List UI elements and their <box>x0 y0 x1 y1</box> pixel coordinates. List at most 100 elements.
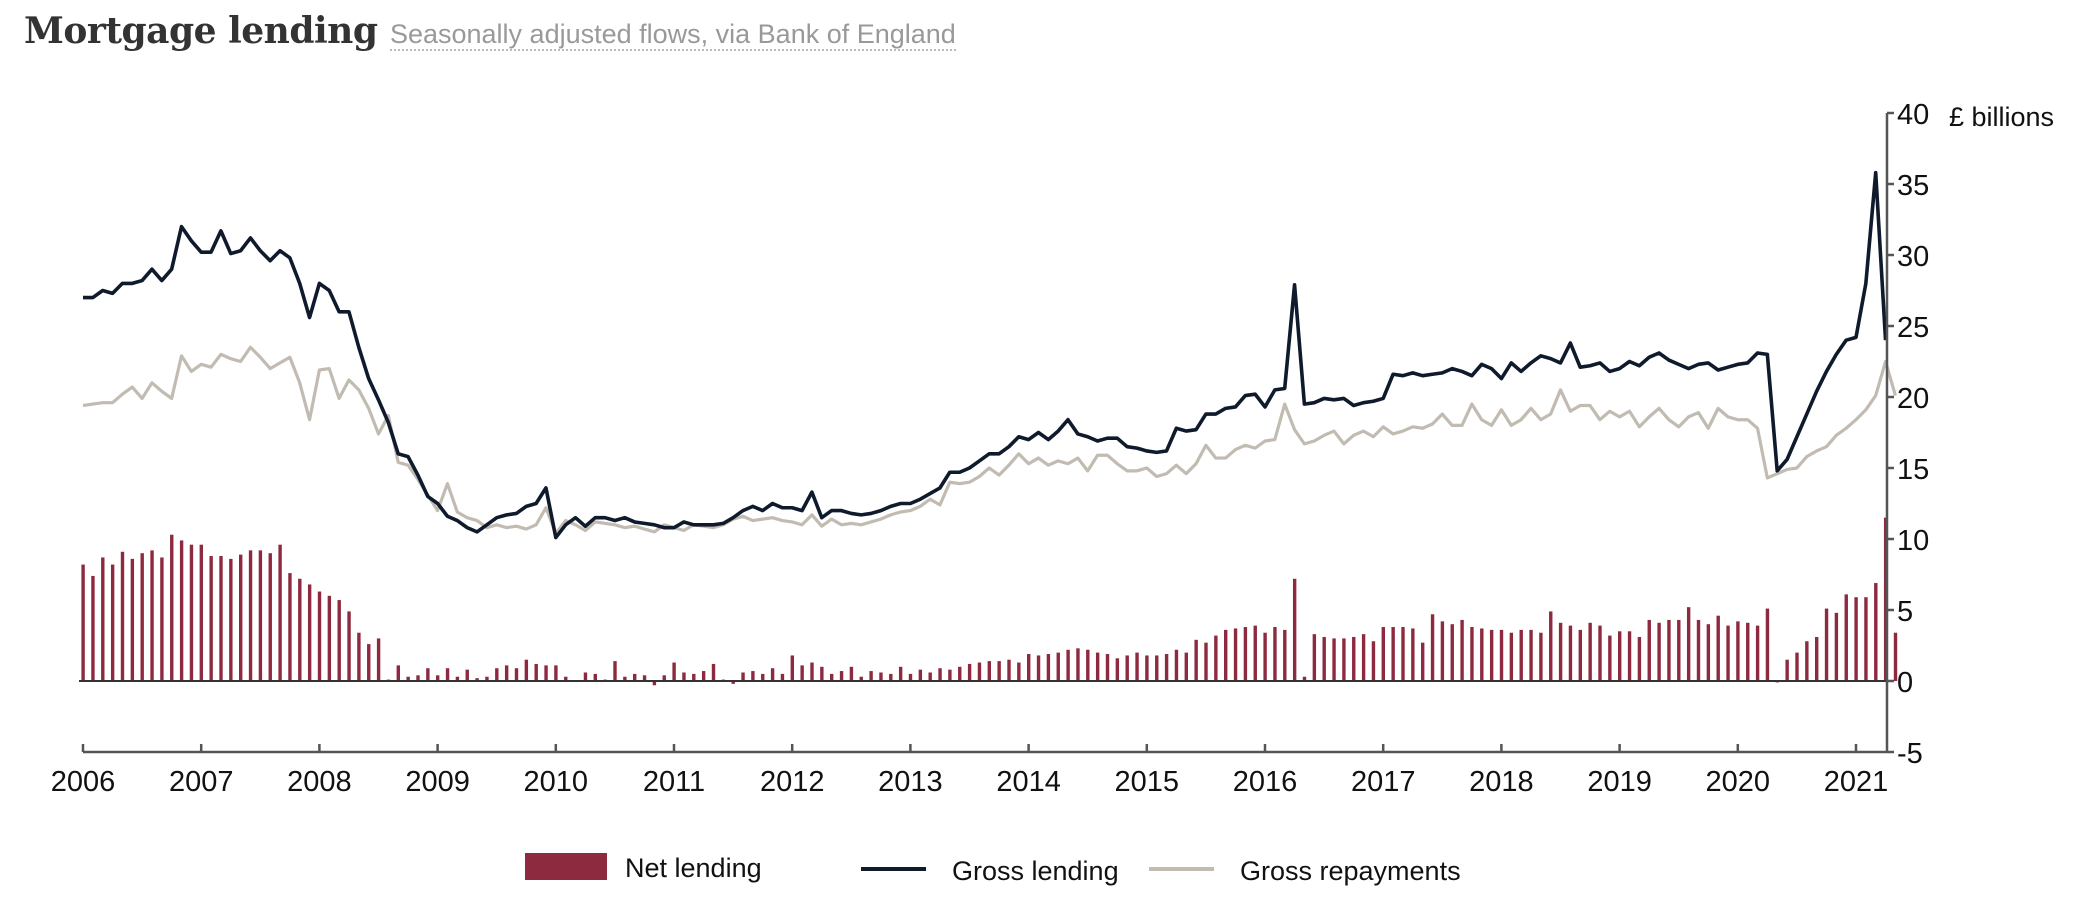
net-lending-bar <box>918 669 923 681</box>
y-axis-unit-label: £ billions <box>1949 102 2054 132</box>
net-lending-bar <box>1529 629 1533 681</box>
net-lending-bar <box>1686 607 1691 681</box>
net-lending-bar <box>1539 632 1543 681</box>
net-lending-bar <box>485 676 489 681</box>
net-lending-bar <box>1273 627 1277 681</box>
net-lending-bar <box>741 672 745 681</box>
y-tick-label: 0 <box>1897 667 1913 699</box>
net-lending-bar <box>1233 628 1238 681</box>
net-lending-bar <box>898 666 903 681</box>
net-lending-bar <box>436 675 440 681</box>
net-lending-bar <box>1401 627 1405 681</box>
y-tick-label: 20 <box>1897 383 1929 415</box>
net-lending-bar <box>1696 619 1701 681</box>
net-lending-bar <box>1155 655 1159 681</box>
net-lending-bar <box>1450 624 1454 681</box>
net-lending-bar <box>1174 649 1179 681</box>
x-tick-label: 2006 <box>51 766 116 798</box>
net-lending-bar <box>1598 625 1602 681</box>
net-lending-bar <box>859 676 863 681</box>
x-tick-label: 2007 <box>169 766 234 798</box>
net-lending-bar <box>711 663 716 681</box>
net-lending-bar <box>140 553 144 681</box>
y-tick-label: 25 <box>1897 312 1929 344</box>
net-lending-bar <box>1824 608 1829 681</box>
net-lending-bar <box>1164 654 1169 681</box>
net-lending-bar <box>248 550 253 681</box>
net-lending-bar <box>1893 632 1898 681</box>
y-tick-label: 35 <box>1897 170 1929 202</box>
net-lending-bar <box>219 556 223 681</box>
x-tick-label: 2017 <box>1351 766 1416 798</box>
net-lending-bar <box>1342 638 1346 681</box>
net-lending-bar <box>455 676 460 681</box>
gross-repayments-line <box>82 345 1897 535</box>
net-lending-bar <box>790 655 794 681</box>
chart-header: Mortgage lending Seasonally adjusted flo… <box>24 10 956 52</box>
net-lending-bar <box>1194 639 1198 681</box>
net-lending-bar <box>475 678 479 681</box>
net-lending-bar <box>130 558 135 681</box>
net-lending-bar <box>514 668 519 681</box>
net-lending-bar <box>987 661 991 681</box>
gross-lending-line <box>83 170 1888 540</box>
net-lending-bar <box>1627 631 1632 681</box>
y-tick-label: 40 <box>1897 99 1929 131</box>
net-lending-bar <box>1204 642 1208 681</box>
net-lending-bar <box>1036 655 1041 681</box>
y-tick-label: 30 <box>1897 241 1929 273</box>
net-lending-bar <box>1322 636 1326 681</box>
net-lending-bar <box>830 673 834 681</box>
net-lending-bar <box>1125 655 1129 681</box>
net-lending-bar <box>1499 629 1504 681</box>
net-lending-bar <box>1765 608 1770 681</box>
net-lending-bar <box>770 668 775 681</box>
net-lending-bar <box>642 675 647 681</box>
net-lending-bar <box>1480 628 1484 681</box>
net-lending-bar <box>1470 627 1474 681</box>
net-lending-bar <box>1263 632 1267 681</box>
x-tick-label: 2015 <box>1115 766 1180 798</box>
net-lending-bar <box>376 638 381 681</box>
x-tick-label: 2011 <box>643 766 705 798</box>
net-lending-bar <box>1381 627 1385 681</box>
net-lending-bar <box>928 672 932 681</box>
x-tick-label: 2009 <box>405 766 470 798</box>
net-lending-bar <box>1440 621 1445 681</box>
net-lending-bar <box>1549 611 1553 681</box>
net-lending-bar <box>268 553 272 681</box>
net-lending-bar <box>1302 676 1307 681</box>
net-lending-bar <box>761 673 765 681</box>
net-lending-bar <box>1883 517 1888 681</box>
net-lending-bar <box>1805 641 1809 681</box>
net-lending-bar <box>1066 649 1070 681</box>
net-lending-bar <box>170 534 174 681</box>
x-tick-label: 2020 <box>1706 766 1771 798</box>
net-lending-bar <box>879 672 883 681</box>
net-lending-bar <box>1746 622 1750 681</box>
net-lending-bar <box>406 676 410 681</box>
net-lending-bar <box>544 665 548 681</box>
net-lending-bar <box>780 673 785 681</box>
net-lending-bar <box>583 672 588 681</box>
chart-subtitle-link[interactable]: Seasonally adjusted flows, via Bank of E… <box>389 19 956 51</box>
net-lending-bar <box>101 557 105 681</box>
net-lending-bar <box>1815 636 1819 681</box>
x-tick-label: 2013 <box>878 766 943 798</box>
net-lending-bar <box>1509 632 1514 681</box>
net-lending-bar <box>199 544 203 681</box>
net-lending-bar <box>633 673 637 681</box>
net-lending-bar <box>1519 629 1523 681</box>
net-lending-bar <box>426 668 430 681</box>
net-lending-bar <box>1588 622 1592 681</box>
net-lending-bar <box>1421 642 1425 681</box>
net-lending-bar <box>1056 652 1060 681</box>
net-lending-bar <box>416 675 420 681</box>
net-lending-bar <box>1371 641 1376 681</box>
net-lending-bar <box>948 669 952 681</box>
net-lending-bar <box>1214 635 1218 681</box>
net-lending-bar <box>652 681 657 686</box>
x-tick-label: 2016 <box>1233 766 1298 798</box>
net-lending-bar <box>347 611 351 681</box>
